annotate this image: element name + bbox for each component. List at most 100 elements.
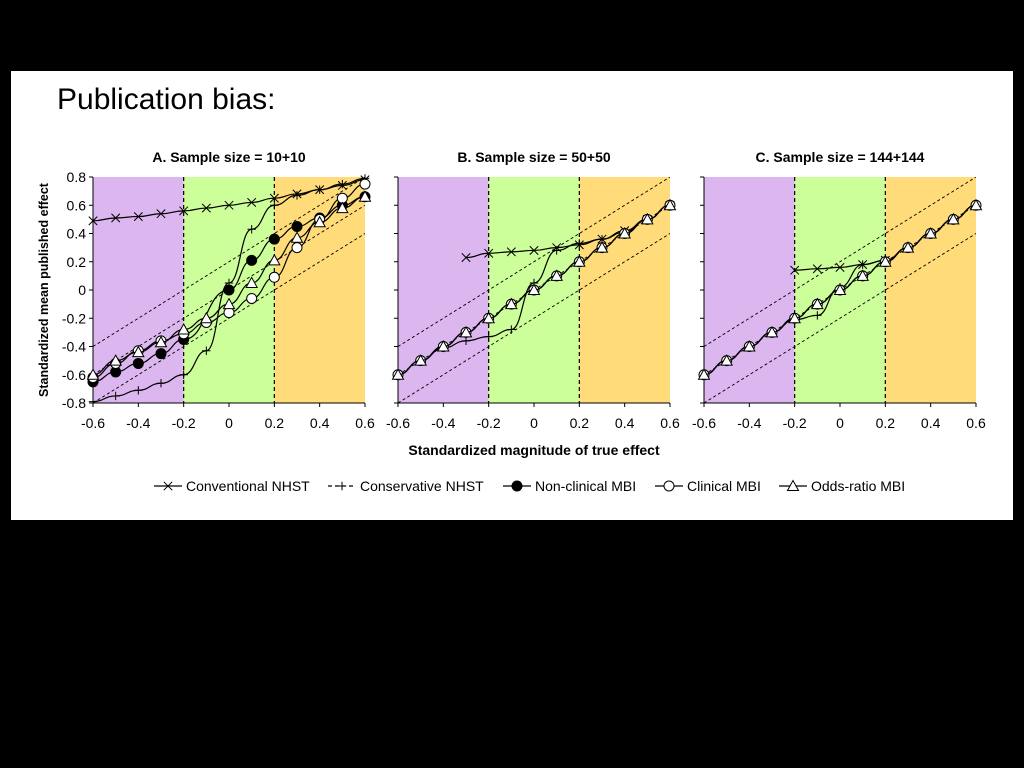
marker-open-triangle xyxy=(946,212,960,225)
legend-label: Conservative NHST xyxy=(360,478,484,494)
legend-item: Odds-ratio MBI xyxy=(779,478,905,494)
marker-plus xyxy=(315,185,324,194)
marker-open-triangle xyxy=(290,231,304,243)
marker-open-triangle xyxy=(640,212,654,225)
marker-open-triangle xyxy=(436,339,450,352)
marker-filled-circle xyxy=(246,254,258,266)
marker-plus xyxy=(575,239,584,248)
marker-open-triangle xyxy=(697,368,711,380)
chart-panel-3: -0.6 -0.4 -0.2 0 0.2 0.4 0.6 C. Sample size = 1… xyxy=(692,149,986,431)
marker-plus xyxy=(292,191,302,200)
marker-open-triangle xyxy=(414,354,428,366)
y-tick-label: -0.2 xyxy=(62,310,86,326)
marker-plus xyxy=(88,397,98,406)
marker-plus xyxy=(111,391,120,401)
marker-x xyxy=(812,264,822,274)
marker-x xyxy=(835,262,845,272)
chart-title: A. Sample size = 10+10 xyxy=(152,149,306,165)
marker-x xyxy=(133,211,143,222)
y-tick-label: -0.6 xyxy=(62,367,86,383)
legend-label: Clinical MBI xyxy=(687,478,761,494)
marker-plus xyxy=(813,311,822,320)
zone-band xyxy=(704,177,795,403)
marker-open-triangle xyxy=(786,479,800,491)
marker-open-triangle xyxy=(504,297,518,310)
x-tick-label: -0.2 xyxy=(477,415,501,431)
marker-open-triangle xyxy=(901,241,915,253)
marker-open-triangle xyxy=(595,241,609,253)
marker-x xyxy=(484,248,494,258)
x-tick-label: -0.4 xyxy=(431,415,455,431)
x-tick-label: -0.2 xyxy=(172,415,196,431)
marker-open-triangle xyxy=(550,269,564,281)
marker-open-triangle xyxy=(924,226,938,239)
x-tick-label: 0.4 xyxy=(615,415,635,431)
chart-title: C. Sample size = 144+144 xyxy=(756,149,925,165)
zone-band xyxy=(274,177,365,403)
marker-open-triangle xyxy=(618,226,632,239)
marker-open-triangle xyxy=(459,325,473,338)
x-tick-label: 0 xyxy=(530,415,538,431)
marker-x xyxy=(790,265,800,275)
x-tick-label: 0 xyxy=(836,415,844,431)
marker-open-triangle xyxy=(878,255,892,267)
legend-item: Conservative NHST xyxy=(328,478,484,494)
y-tick-label: -0.8 xyxy=(62,395,86,411)
chart-panel-2: -0.6 -0.4 -0.2 0 0.2 0.4 0.6 B. Sample size = 5… xyxy=(386,149,680,431)
x-tick-label: 0.2 xyxy=(265,415,285,431)
marker-open-triangle xyxy=(527,283,541,295)
marker-plus xyxy=(134,386,143,395)
marker-open-triangle xyxy=(572,255,586,267)
legend-label: Odds-ratio MBI xyxy=(811,478,905,494)
y-tick-label: 0.6 xyxy=(67,197,87,213)
marker-open-circle xyxy=(268,271,280,283)
reference-line xyxy=(704,177,976,347)
marker-open-triangle xyxy=(335,201,349,214)
marker-x xyxy=(506,247,516,257)
x-tick-label: 0.6 xyxy=(660,415,680,431)
marker-plus xyxy=(858,260,867,269)
reference-line xyxy=(704,233,976,403)
x-axis-label: Standardized magnitude of true effect xyxy=(408,442,660,458)
marker-plus xyxy=(337,481,347,491)
marker-open-triangle xyxy=(313,215,327,228)
x-tick-label: 0 xyxy=(225,415,233,431)
x-tick-label: 0.6 xyxy=(355,415,375,431)
x-tick-label: -0.2 xyxy=(783,415,807,431)
marker-open-triangle xyxy=(720,354,734,366)
y-tick-label: 0 xyxy=(78,282,86,298)
legend-label: Conventional NHST xyxy=(186,478,310,494)
marker-open-triangle xyxy=(833,283,847,295)
marker-x xyxy=(88,216,98,226)
x-tick-label: 0.4 xyxy=(921,415,941,431)
y-axis-label: Standardized mean published effect xyxy=(37,182,51,397)
marker-plus xyxy=(552,246,561,255)
reference-line xyxy=(398,233,670,403)
marker-plus xyxy=(338,179,347,189)
marker-open-triangle xyxy=(765,325,779,338)
marker-filled-circle xyxy=(291,220,303,232)
marker-filled-circle xyxy=(511,480,523,492)
marker-plus xyxy=(461,336,471,346)
marker-open-triangle xyxy=(810,297,824,310)
marker-x xyxy=(247,197,257,207)
marker-plus xyxy=(156,379,166,388)
reference-line xyxy=(93,233,365,403)
figure: 0.80.60.40.20-0.2-0.4-0.6-0.8-0.6 -0.4 -0.… xyxy=(37,149,986,494)
x-tick-label: 0.6 xyxy=(966,415,986,431)
marker-x xyxy=(269,193,279,203)
marker-plus xyxy=(202,346,211,355)
chart-title: B. Sample size = 50+50 xyxy=(457,149,611,165)
marker-open-circle xyxy=(663,480,675,492)
marker-open-circle xyxy=(359,178,371,190)
marker-open-triangle xyxy=(199,311,213,324)
marker-open-triangle xyxy=(663,198,677,211)
zone-band xyxy=(398,177,489,403)
marker-open-triangle xyxy=(131,345,145,358)
marker-x xyxy=(179,206,189,216)
marker-filled-circle xyxy=(223,284,235,296)
legend-item: Conventional NHST xyxy=(154,478,310,494)
marker-open-triangle xyxy=(109,354,123,366)
x-tick-label: -0.6 xyxy=(692,415,716,431)
marker-open-triangle xyxy=(391,368,405,380)
